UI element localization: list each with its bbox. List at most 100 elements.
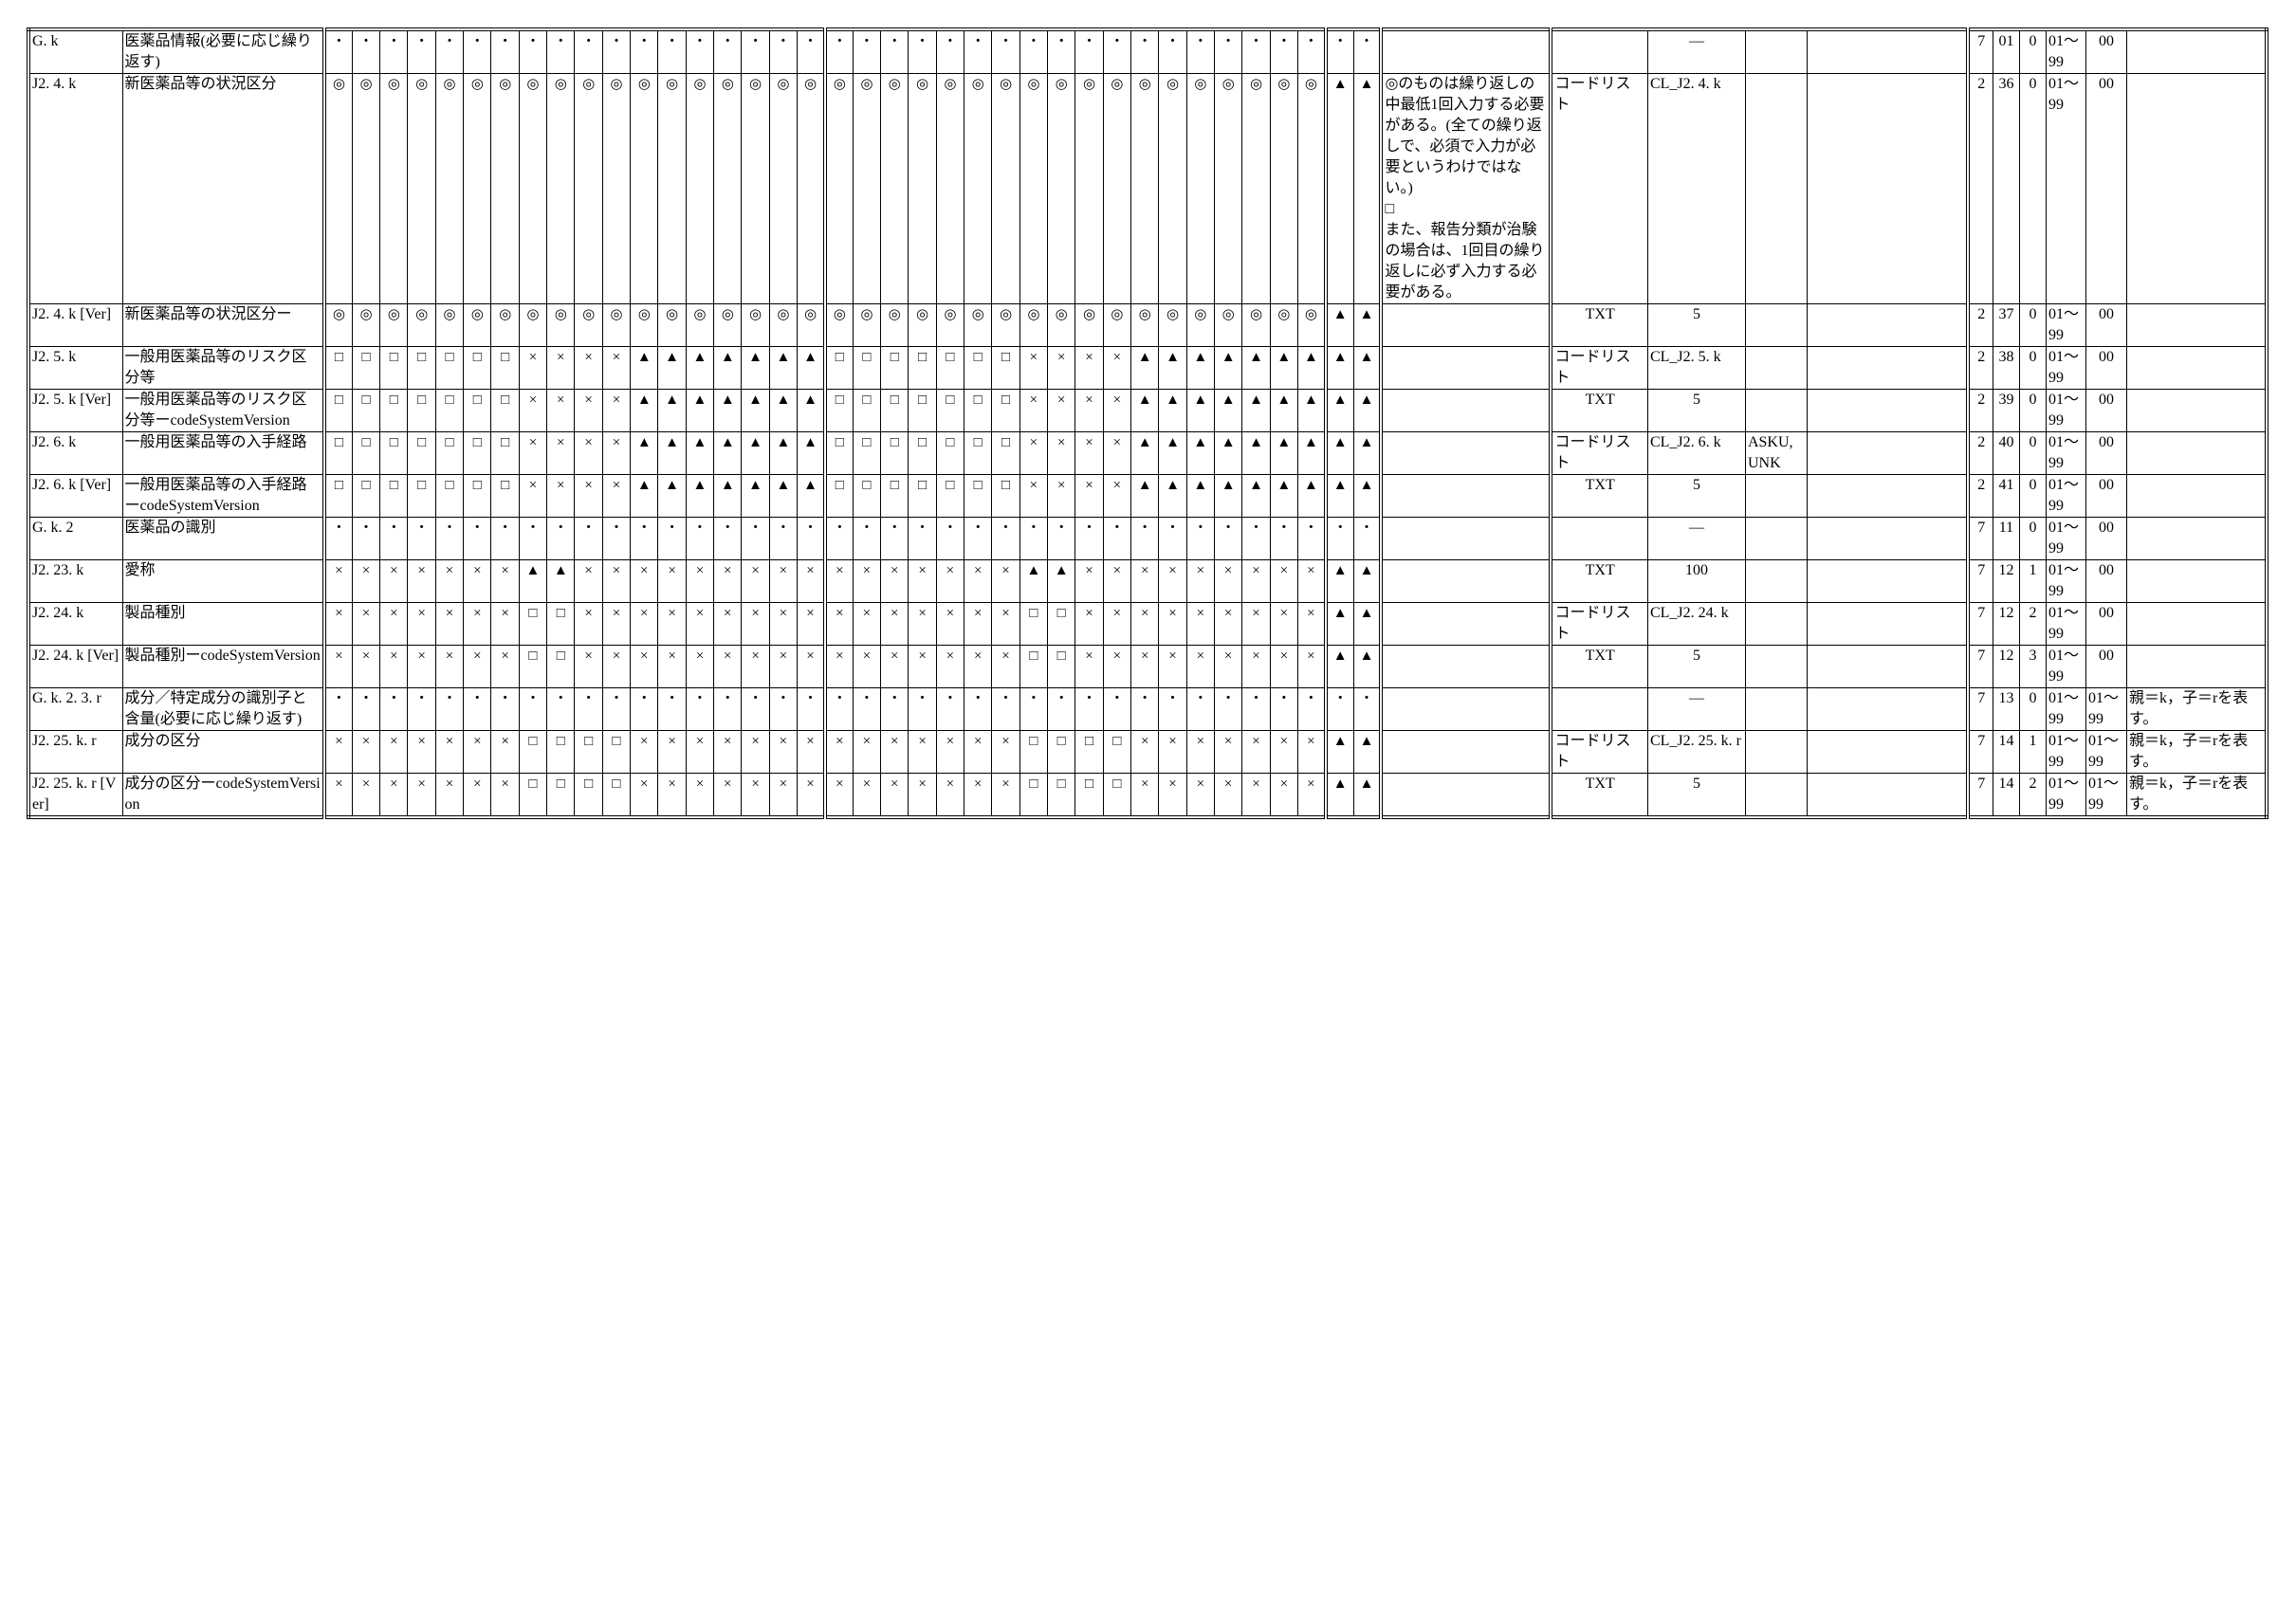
cross-mark: × (574, 389, 603, 432)
sub-sequence: 2 (2018, 773, 2047, 818)
triangle-mark: ▲ (1241, 389, 1271, 432)
triangle-mark: ▲ (1352, 730, 1382, 774)
double-circle-mark: ◎ (601, 303, 632, 347)
square-mark: □ (964, 474, 993, 518)
square-mark: □ (1019, 730, 1049, 774)
triangle-mark: ▲ (741, 389, 770, 432)
double-circle-mark: ◎ (713, 303, 743, 347)
cross-mark: × (1019, 431, 1049, 475)
cross-mark: × (1158, 602, 1187, 646)
dot-mark: ・ (1323, 28, 1354, 74)
dot-mark: ・ (1241, 687, 1271, 731)
cross-mark: × (434, 645, 465, 688)
remarks (1379, 645, 1552, 688)
square-mark: □ (964, 431, 993, 475)
triangle-mark: ▲ (1185, 474, 1216, 518)
dot-mark: ・ (991, 28, 1020, 74)
cross-mark: × (1019, 474, 1049, 518)
dot-mark: ・ (1213, 28, 1243, 74)
square-mark: □ (822, 389, 854, 432)
triangle-mark: ▲ (768, 389, 799, 432)
dot-mark: ・ (741, 517, 770, 560)
dot-mark: ・ (1352, 28, 1382, 74)
triangle-mark: ▲ (797, 346, 826, 390)
table-row: G. k. 2 医薬品の識別・・・・・・・・・・・・・・・・・・・・・・・・・・・… (28, 517, 2268, 560)
allowed-values (1744, 389, 1808, 432)
cross-mark: × (546, 474, 576, 518)
square-mark: □ (935, 474, 965, 518)
remarks (1379, 303, 1552, 347)
triangle-mark: ▲ (657, 346, 687, 390)
triangle-mark: ▲ (1296, 346, 1327, 390)
dot-mark: ・ (351, 517, 381, 560)
triangle-mark: ▲ (518, 559, 548, 603)
repeat-range-k: 01～99 (2045, 730, 2086, 774)
double-circle-mark: ◎ (935, 73, 965, 304)
cross-mark: × (1130, 773, 1160, 818)
cross-mark: × (574, 431, 603, 475)
sequence: 14 (1992, 773, 2020, 818)
dot-mark: ・ (379, 687, 409, 731)
cross-mark: × (601, 559, 632, 603)
cross-mark: × (797, 730, 826, 774)
cross-mark: × (685, 773, 715, 818)
level: 7 (1966, 602, 1993, 646)
cross-mark: × (657, 645, 687, 688)
dot-mark: ・ (1075, 687, 1104, 731)
double-circle-mark: ◎ (713, 73, 743, 304)
square-mark: □ (1047, 773, 1076, 818)
dot-mark: ・ (490, 28, 520, 74)
square-mark: □ (1019, 645, 1049, 688)
square-mark: □ (321, 389, 353, 432)
cross-mark: × (852, 773, 882, 818)
square-mark: □ (880, 389, 909, 432)
cross-mark: × (407, 602, 436, 646)
triangle-mark: ▲ (768, 431, 799, 475)
dot-mark: ・ (463, 687, 492, 731)
data-type: TXT (1549, 559, 1648, 603)
repeat-range-k: 01～99 (2045, 431, 2086, 475)
item-id: G. k. 2 (28, 517, 123, 560)
cross-mark: × (574, 559, 603, 603)
triangle-mark: ▲ (1323, 389, 1354, 432)
data-type (1549, 687, 1648, 731)
dot-mark: ・ (1102, 517, 1132, 560)
double-circle-mark: ◎ (546, 303, 576, 347)
item-name: 一般用医薬品等のリスク区分等 (121, 346, 325, 390)
sub-sequence: 1 (2018, 559, 2047, 603)
square-mark: □ (1102, 773, 1132, 818)
cross-mark: × (908, 645, 937, 688)
square-mark: □ (1047, 730, 1076, 774)
data-type: TXT (1549, 389, 1648, 432)
triangle-mark: ▲ (1352, 602, 1382, 646)
cross-mark: × (908, 602, 937, 646)
cross-mark: × (1075, 602, 1104, 646)
square-mark: □ (321, 346, 353, 390)
dot-mark: ・ (685, 28, 715, 74)
double-circle-mark: ◎ (852, 303, 882, 347)
dot-mark: ・ (935, 517, 965, 560)
triangle-mark: ▲ (1352, 389, 1382, 432)
square-mark: □ (351, 474, 381, 518)
triangle-mark: ▲ (657, 474, 687, 518)
cross-mark: × (1269, 559, 1298, 603)
triangle-mark: ▲ (1269, 431, 1298, 475)
double-circle-mark: ◎ (657, 303, 687, 347)
double-circle-mark: ◎ (1185, 303, 1216, 347)
triangle-mark: ▲ (1269, 346, 1298, 390)
cross-mark: × (1269, 645, 1298, 688)
sequence: 12 (1992, 602, 2020, 646)
repeat-range-r: 00 (2085, 28, 2127, 74)
dot-mark: ・ (1130, 687, 1160, 731)
cross-mark: × (490, 730, 520, 774)
cross-mark: × (822, 773, 854, 818)
cross-mark: × (434, 602, 465, 646)
dot-mark: ・ (1269, 517, 1298, 560)
repeat-range-k: 01～99 (2045, 474, 2086, 518)
repeat-range-r: 01～99 (2085, 730, 2127, 774)
dot-mark: ・ (1185, 28, 1216, 74)
code-or-length: 5 (1646, 773, 1746, 818)
note (2125, 474, 2268, 518)
triangle-mark: ▲ (1323, 602, 1354, 646)
double-circle-mark: ◎ (321, 303, 353, 347)
